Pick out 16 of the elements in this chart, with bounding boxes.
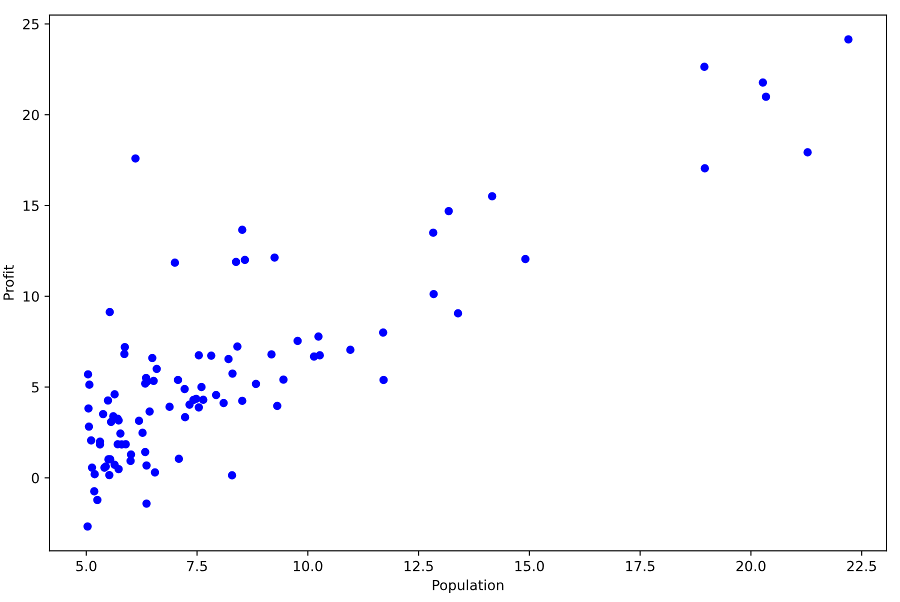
y-axis-title: Profit [3, 265, 14, 300]
y-tick-label: 15 [24, 200, 39, 211]
y-tick-label: 5 [32, 382, 39, 393]
x-tick-label: 10.0 [294, 560, 322, 572]
x-tick-label: 22.5 [847, 560, 876, 572]
y-tick-label: 25 [23, 18, 39, 30]
x-tick-label: 20.0 [736, 560, 766, 572]
y-tick-label: 10 [24, 291, 39, 302]
x-tick-label: 12.5 [404, 560, 433, 572]
x-tick-label: 7.5 [187, 560, 207, 572]
x-tick-label: 15.0 [515, 560, 544, 572]
x-tick-label: 17.5 [626, 560, 654, 572]
x-tick-label: 5.0 [76, 560, 96, 572]
x-axis-title: Population [432, 580, 504, 593]
y-tick-label: 20 [23, 110, 39, 120]
y-tick-label: 0 [32, 472, 39, 484]
